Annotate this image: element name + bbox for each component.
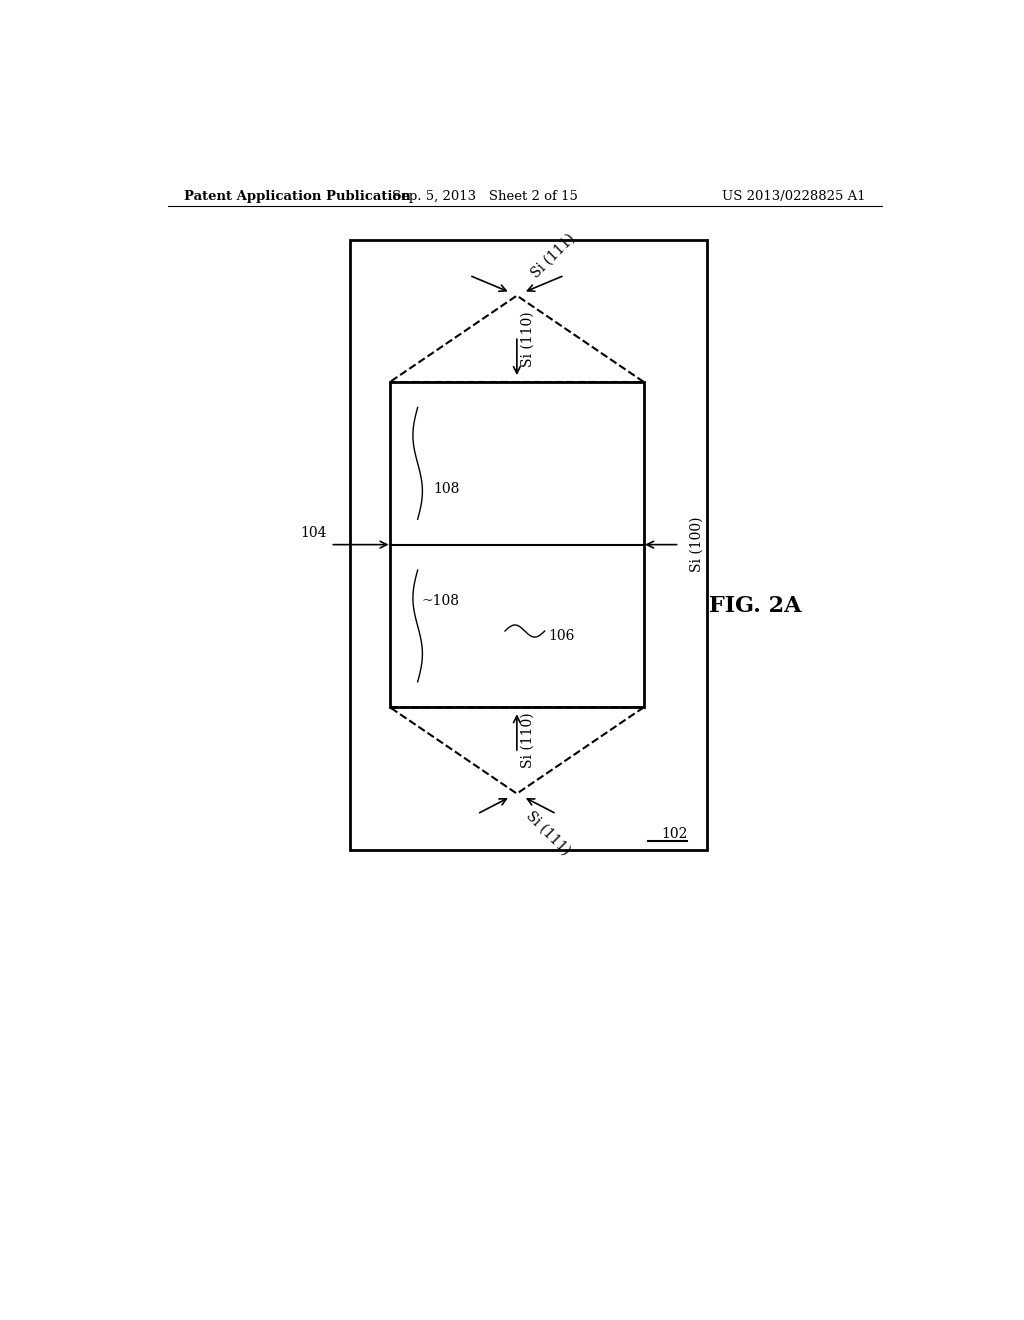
Text: 108: 108	[433, 482, 460, 496]
Text: Si (111): Si (111)	[528, 231, 579, 280]
Text: Si (111): Si (111)	[523, 809, 572, 858]
Text: Sep. 5, 2013   Sheet 2 of 15: Sep. 5, 2013 Sheet 2 of 15	[392, 190, 579, 202]
Text: US 2013/0228825 A1: US 2013/0228825 A1	[722, 190, 866, 202]
Bar	[350, 240, 708, 850]
Text: Patent Application Publication: Patent Application Publication	[183, 190, 411, 202]
Text: Si (110): Si (110)	[521, 713, 535, 768]
Text: Si (110): Si (110)	[521, 312, 535, 367]
Text: 106: 106	[549, 630, 575, 643]
Text: ~108: ~108	[422, 594, 460, 607]
Bar	[390, 381, 644, 708]
Text: 104: 104	[300, 525, 327, 540]
Text: FIG. 2A: FIG. 2A	[709, 594, 801, 616]
Text: 102: 102	[662, 828, 687, 841]
Text: Si (100): Si (100)	[690, 517, 703, 573]
